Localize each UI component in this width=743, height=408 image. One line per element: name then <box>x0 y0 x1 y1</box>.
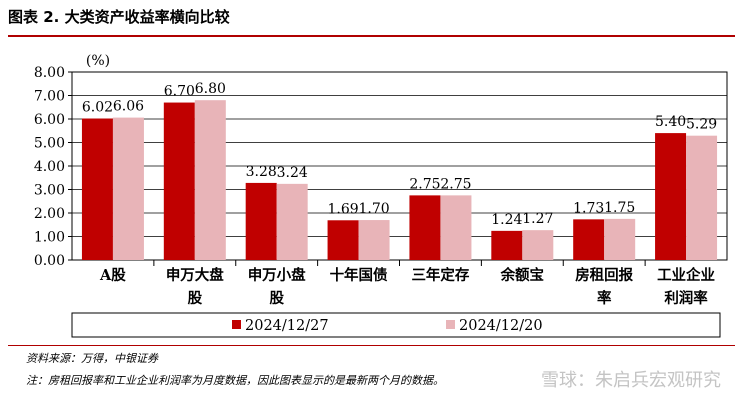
category-label: 余额宝 <box>500 266 545 284</box>
y-tick-label: 3.00 <box>34 183 65 199</box>
data-label: 1.70 <box>358 201 389 217</box>
category-label: A股 <box>99 267 126 284</box>
bar-series-2 <box>686 135 718 260</box>
data-label: 6.80 <box>195 81 226 97</box>
legend-label-2: 2024/12/20 <box>459 318 543 334</box>
bar-series-1 <box>491 230 523 260</box>
data-label: 5.29 <box>686 117 717 133</box>
data-label: 1.69 <box>327 201 358 217</box>
data-label: 3.28 <box>246 164 277 180</box>
bar-series-2 <box>112 117 144 260</box>
data-label: 1.73 <box>573 200 604 216</box>
bar-series-1 <box>573 219 605 260</box>
y-tick-label: 5.00 <box>34 136 65 152</box>
y-tick-label: 6.00 <box>34 112 65 128</box>
y-tick-label: 0.00 <box>34 253 65 269</box>
category-label: 利润率 <box>664 289 708 307</box>
bottom-rule <box>8 345 735 346</box>
data-label: 3.24 <box>277 165 308 181</box>
data-label: 2.75 <box>409 176 440 192</box>
bar-series-1 <box>81 118 113 260</box>
bar-series-1 <box>327 220 359 260</box>
bar-series-2 <box>522 230 554 260</box>
data-label: 1.27 <box>522 211 553 227</box>
category-label: 工业企业 <box>657 266 715 284</box>
category-label: 股 <box>269 290 284 307</box>
y-unit-label: (%) <box>86 53 110 69</box>
source-note: 资料来源：万得，中银证券 <box>26 352 158 365</box>
bar-series-2 <box>194 100 226 260</box>
bar-series-1 <box>409 195 441 260</box>
category-label: 房租回报 <box>575 266 633 284</box>
bar-series-2 <box>604 218 636 260</box>
legend-swatch-1 <box>232 320 241 329</box>
category-label: 股 <box>188 290 203 307</box>
bar-series-2 <box>358 220 390 260</box>
bar-series-1 <box>655 133 687 260</box>
bar-chart: 0.00 1.00 2.00 3.00 4.00 5.00 6.00 7.00 8.00 (%) 6… <box>34 53 728 338</box>
bar-series-2 <box>440 195 472 260</box>
legend-box <box>71 312 721 338</box>
y-tick-label: 1.00 <box>34 230 65 246</box>
category-label: 三年定存 <box>411 266 469 284</box>
y-tick-label: 8.00 <box>34 65 65 81</box>
legend-swatch-2 <box>446 320 455 329</box>
figure-title: 图表 2. 大类资产收益率横向比较 <box>8 8 230 26</box>
bar-series-1 <box>163 102 195 260</box>
bar-series-2 <box>276 183 308 260</box>
watermark: 雪球：朱启兵宏观研究 <box>541 370 721 391</box>
bar-series-1 <box>245 182 277 260</box>
data-label: 2.75 <box>440 176 471 192</box>
category-label: 申万大盘 <box>166 266 224 284</box>
y-tick-label: 2.00 <box>34 206 65 222</box>
category-label: 十年国债 <box>330 266 388 284</box>
category-label: 率 <box>597 289 612 307</box>
data-label: 1.75 <box>604 200 635 216</box>
data-label: 6.70 <box>164 84 195 100</box>
footnote: 注：房租回报率和工业企业利润率为月度数据，因此图表显示的是最新两个月的数据。 <box>26 374 444 387</box>
y-tick-label: 7.00 <box>34 89 65 105</box>
category-label: 申万小盘 <box>248 266 306 284</box>
y-tick-label: 4.00 <box>34 159 65 175</box>
data-label: 5.40 <box>655 114 686 130</box>
data-label: 6.02 <box>82 100 113 116</box>
data-label: 6.06 <box>113 99 144 115</box>
data-label: 1.24 <box>491 212 522 228</box>
title-rule <box>8 35 735 37</box>
legend-label-1: 2024/12/27 <box>245 318 329 334</box>
